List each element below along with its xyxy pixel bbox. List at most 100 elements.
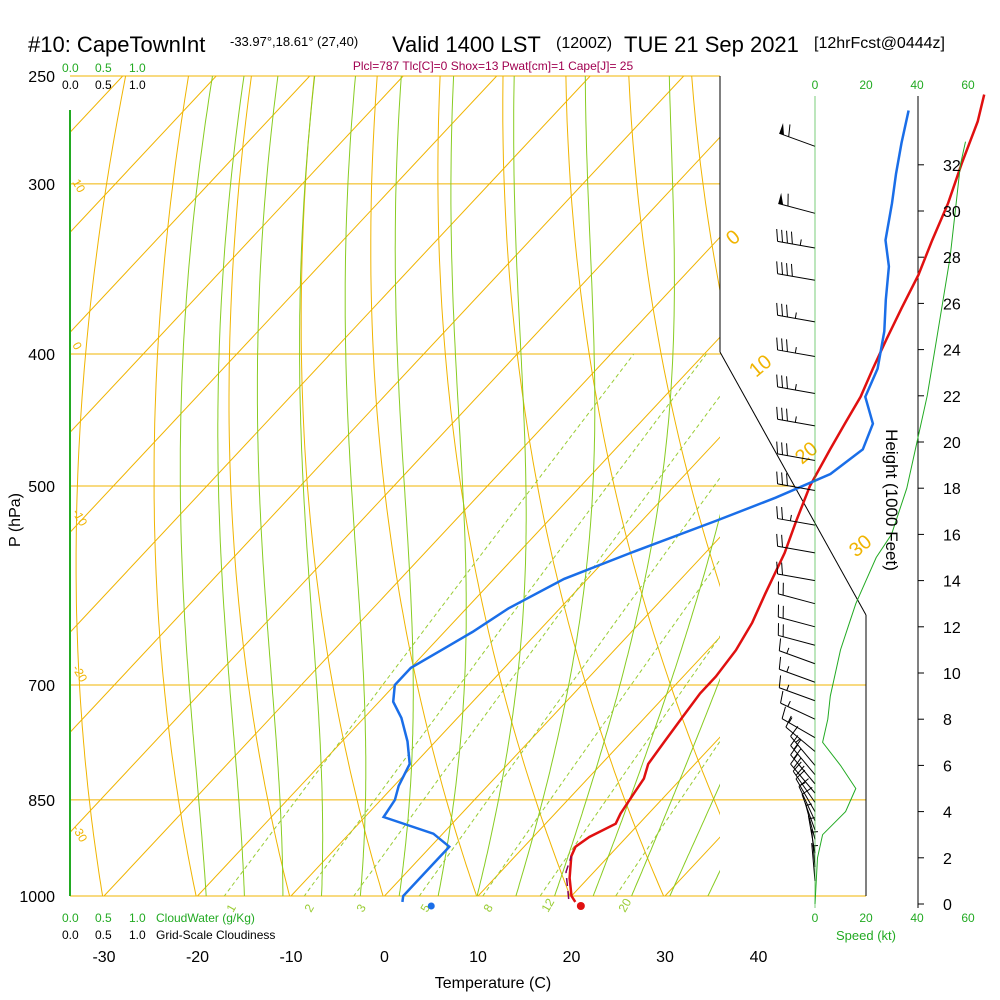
wind-barb (801, 787, 816, 831)
dry-adiabat-label: 30 (845, 531, 876, 562)
height-tick-label: 30 (943, 204, 961, 221)
height-tick-label: 20 (943, 435, 961, 452)
height-tick-label: 24 (943, 343, 961, 360)
moist-adiabat-line (299, 76, 324, 896)
temperature-tick-label: 30 (656, 949, 674, 966)
isotherm-line (852, 76, 1000, 896)
moist-adiabat-line (344, 76, 367, 896)
cloud-scales: 0.0 0.5 1.0 0.0 0.5 1.0 0.0 0.5 1.0 Clou… (62, 61, 275, 942)
cloudwater-top-0: 0.0 (62, 61, 79, 75)
isotherms (70, 76, 1000, 896)
forecast-date: TUE 21 Sep 2021 (624, 32, 799, 57)
height-tick-label: 4 (943, 805, 952, 822)
moist-adiabat-line (631, 677, 720, 896)
wind-barb (777, 604, 816, 628)
speed-tick-label: 60 (961, 78, 975, 92)
wind-barb (776, 506, 816, 526)
height-tick-label: 12 (943, 620, 961, 637)
moist-adiabat-line (179, 76, 214, 896)
wind-barb (776, 228, 816, 249)
mixing-ratio-line (615, 740, 720, 896)
moist-adiabat-line (256, 76, 284, 896)
wind-barb (792, 761, 816, 803)
mixing-ratio-line (539, 635, 720, 896)
temperature-tick-label: 10 (469, 949, 487, 966)
moist-adiabat-line (669, 783, 720, 896)
wind-barb (776, 561, 816, 582)
station-title: #10: CapeTownInt (28, 32, 205, 57)
height-tick-label: 14 (943, 574, 961, 591)
height-axis-label: Height (1000 Feet) (882, 429, 901, 571)
temperature-tick-label: 0 (380, 949, 389, 966)
moist-adiabat-line (592, 513, 720, 896)
valid-time: Valid 1400 LST (392, 32, 541, 57)
height-tick-label: 0 (943, 897, 952, 914)
cloudiness-bottom-1: 0.5 (95, 928, 112, 942)
dry-adiabat-line (752, 52, 1000, 925)
height-tick-label: 6 (943, 758, 952, 775)
wind-barb (776, 374, 816, 394)
isotherm-line (70, 76, 217, 234)
wind-barb (776, 406, 816, 427)
forecast-info: [12hrFcst@0444z] (814, 35, 945, 52)
height-tick-label: 32 (943, 158, 961, 175)
dry-adiabat-label: -10 (69, 507, 90, 529)
isotherm-line (103, 236, 720, 896)
wind-barb (778, 675, 816, 702)
wind-barbs (776, 122, 818, 881)
speed-axis-label: Speed (kt) (836, 928, 896, 943)
mixing-ratio-line (482, 558, 720, 896)
mixing-ratio-line (303, 353, 707, 896)
wind-speed-profile (814, 141, 966, 905)
dry-adiabats (0, 52, 1000, 925)
wind-barb (778, 192, 816, 214)
wind-barb (776, 533, 816, 554)
wind-barb (798, 778, 816, 822)
mixing-ratio-line (353, 395, 720, 896)
chart-header: #10: CapeTownInt -33.97°,18.61° (27,40) … (28, 32, 945, 73)
isotherm-line (70, 76, 685, 734)
dry-adiabat-line (565, 76, 720, 816)
moist-adiabat-line (476, 76, 527, 896)
plot-frame (719, 76, 919, 908)
surface-temperature-dot (576, 902, 585, 910)
speed-tick-label: 40 (910, 911, 924, 925)
wind-speed-line (814, 141, 966, 905)
wind-barb (776, 302, 816, 323)
cloudwater-bottom-1: 0.5 (95, 911, 112, 925)
wind-barb (790, 744, 816, 785)
temperature-tick-label: 20 (563, 949, 581, 966)
sounding-indices: Plcl=787 Tlc[C]=0 Shox=13 Pwat[cm]=1 Cap… (353, 59, 634, 73)
cloudwater-top-1: 0.5 (95, 61, 112, 75)
speed-tick-label: 0 (812, 78, 819, 92)
wind-barb (781, 706, 816, 739)
isotherm-line (70, 76, 404, 434)
sounding-profiles (381, 94, 986, 910)
isotherm-line (384, 536, 720, 896)
wind-barb (785, 715, 816, 752)
pressure-tick-label: 500 (28, 479, 55, 496)
dry-adiabat-line (300, 76, 384, 896)
cloudiness-top-0: 0.0 (62, 78, 79, 92)
dry-adiabat-line (628, 76, 720, 588)
station-coords: -33.97°,18.61° (27,40) (230, 34, 358, 49)
speed-tick-label: 20 (859, 78, 873, 92)
pressure-tick-label: 850 (28, 793, 55, 810)
dry-adiabat-line (0, 52, 6, 925)
dry-adiabat-label: 20 (791, 438, 822, 469)
cloudwater-top-2: 1.0 (129, 61, 146, 75)
dry-adiabat-label: -30 (69, 823, 90, 845)
wind-barb (776, 337, 816, 358)
pressure-tick-label: 250 (28, 69, 55, 86)
wind-barb (777, 581, 816, 605)
mixing-ratio-line (223, 353, 635, 896)
pressure-tick-label: 700 (28, 678, 55, 695)
x-axis-label: Temperature (C) (435, 975, 551, 992)
height-tick-label: 18 (943, 481, 961, 498)
height-tick-label: 2 (943, 851, 952, 868)
speed-tick-label: 60 (961, 911, 975, 925)
isotherm-line (571, 736, 720, 896)
dry-adiabat-line (75, 76, 127, 896)
dry-adiabat-label: 0 (722, 226, 745, 250)
pressure-tick-label: 400 (28, 347, 55, 364)
